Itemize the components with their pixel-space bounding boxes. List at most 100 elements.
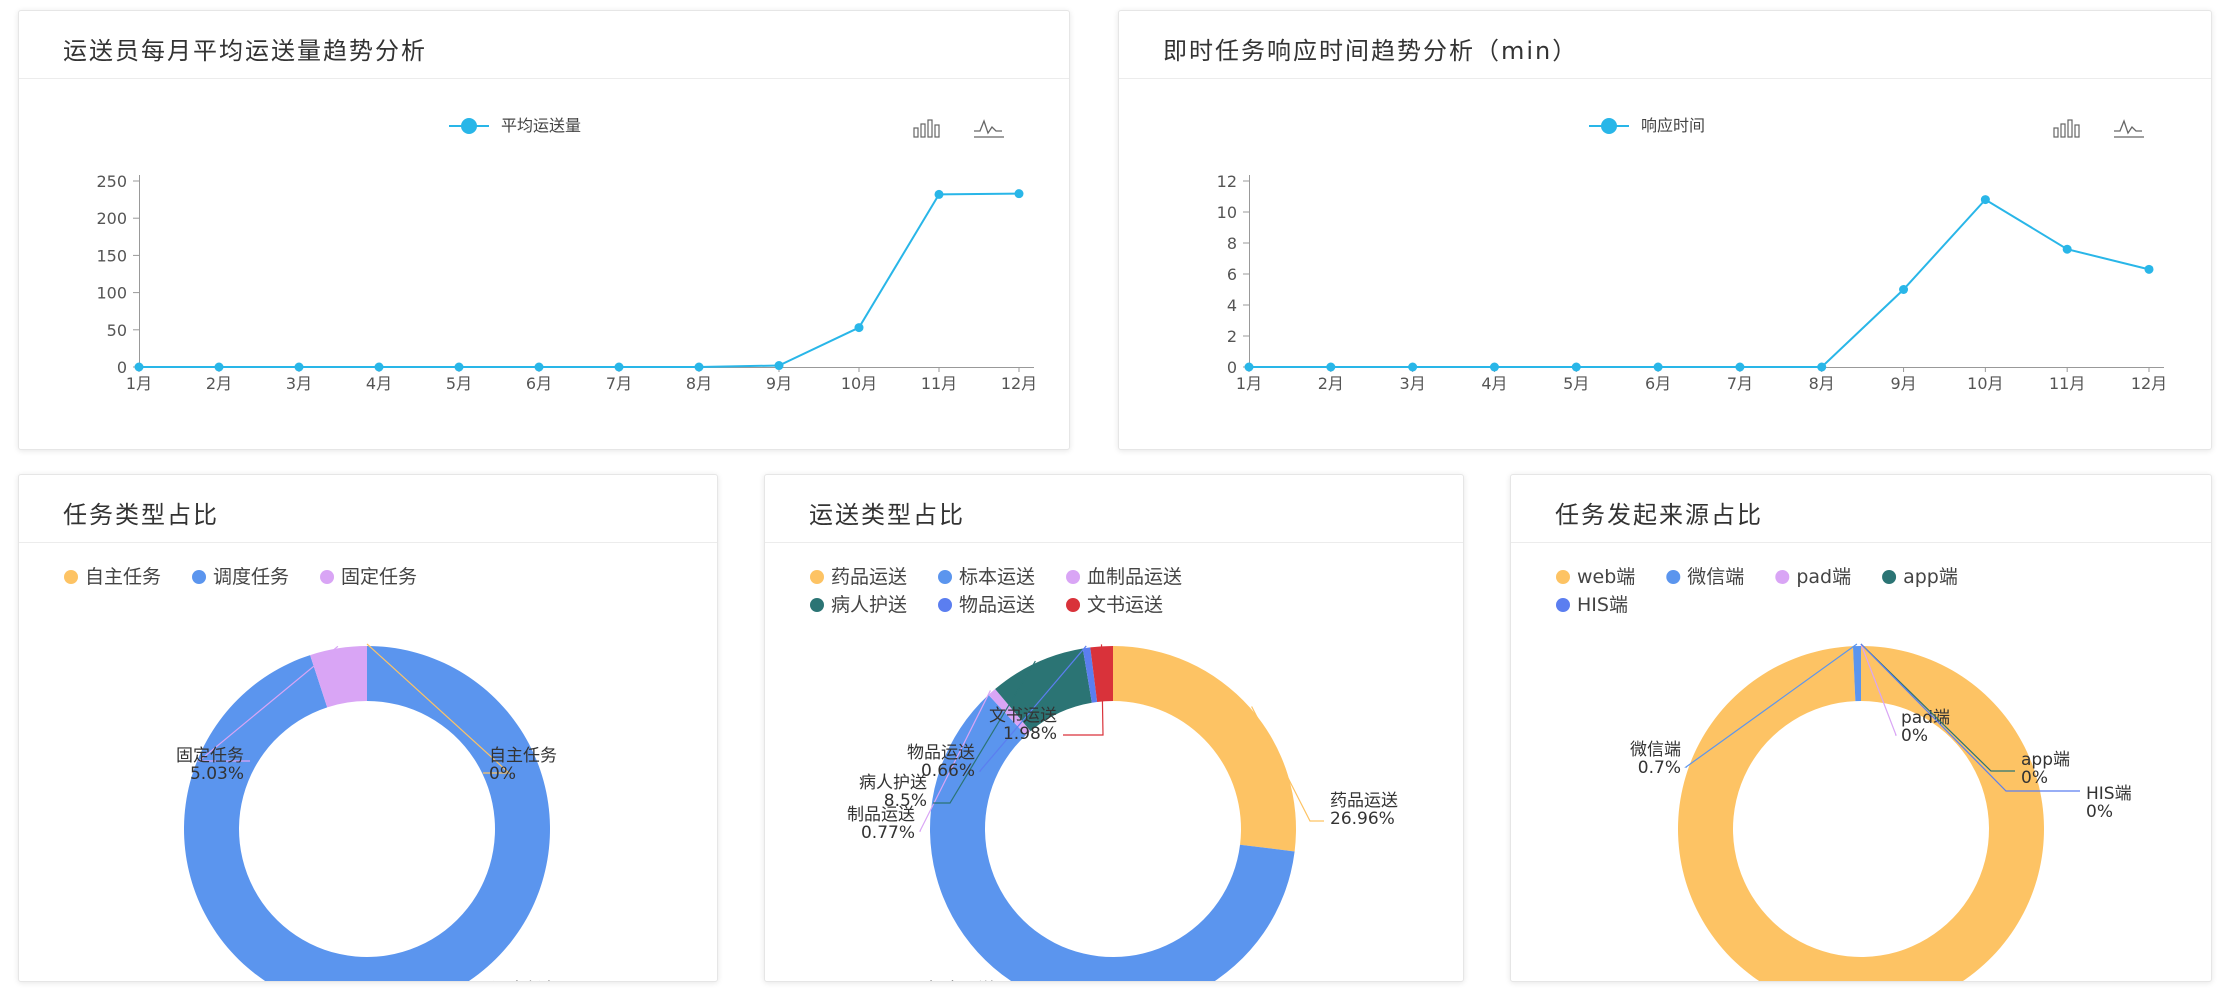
data-point[interactable]	[134, 362, 144, 372]
data-point[interactable]	[2062, 244, 2072, 254]
avg-delivery-trend-card: 运送员每月平均运送量趋势分析 平均运送量 0 50 100 150 200 250 1月 2月 3…	[18, 10, 1070, 450]
data-point[interactable]	[374, 362, 384, 372]
donut-slice[interactable]	[1852, 646, 1861, 702]
slice-percent-label: 5.03%	[190, 764, 244, 784]
data-point[interactable]	[934, 189, 944, 199]
legend-item[interactable]: 调度任务	[192, 566, 289, 588]
data-point[interactable]	[1899, 285, 1909, 294]
leader-line	[1684, 643, 1858, 768]
data-point[interactable]	[1244, 362, 1254, 372]
leader-line	[1860, 643, 2080, 792]
legend[interactable]: 响应时间	[1589, 116, 1705, 135]
slice-name-label: 制品运送	[847, 805, 915, 825]
data-point[interactable]	[1571, 362, 1581, 372]
legend-swatch	[1882, 570, 1897, 584]
legend-item[interactable]: pad端	[1775, 566, 1851, 588]
bar-chart-icon[interactable]	[913, 119, 940, 138]
legend-item[interactable]: 物品运送	[938, 594, 1035, 616]
donut-slice[interactable]	[995, 648, 1092, 732]
line-glyph	[974, 119, 1002, 135]
legend-label: app端	[1903, 566, 1958, 588]
data-point[interactable]	[1735, 362, 1745, 372]
x-tick-label: 1月	[1236, 374, 1262, 393]
data-point[interactable]	[1817, 362, 1827, 372]
data-point[interactable]	[854, 323, 864, 333]
donut-slice[interactable]	[1678, 646, 2044, 981]
x-tick-label: 4月	[366, 374, 392, 393]
legend-item[interactable]: app端	[1882, 566, 1958, 588]
slice-name-label: 物品运送	[907, 743, 975, 763]
legend-label: 物品运送	[959, 594, 1035, 616]
data-point[interactable]	[614, 362, 624, 372]
legend-item[interactable]: 标本运送	[938, 566, 1035, 588]
data-point[interactable]	[1014, 189, 1024, 199]
x-tick-label: 6月	[1645, 374, 1671, 393]
task-source-donut-chart: web端微信端pad端app端HIS端web端99.3%微信端0.7%pad端0…	[1556, 566, 2132, 981]
legend-swatch	[1066, 570, 1081, 584]
data-point[interactable]	[2144, 264, 2154, 274]
slice-percent-label: 0.7%	[1638, 758, 1681, 778]
data-point[interactable]	[1653, 362, 1663, 372]
legend-label: web端	[1577, 566, 1635, 588]
card-header: 运送类型占比	[765, 475, 1463, 543]
line-chart-icon[interactable]	[974, 119, 1004, 138]
data-point[interactable]	[1980, 195, 1990, 205]
x-tick-label: 10月	[1967, 374, 2003, 393]
legend-item[interactable]: 病人护送	[810, 594, 907, 616]
x-tick-label: 7月	[606, 374, 632, 393]
donut-slice[interactable]	[1113, 646, 1296, 852]
donut-slice[interactable]	[310, 646, 367, 708]
series-line	[139, 192, 1020, 368]
data-point[interactable]	[1408, 362, 1418, 372]
leader-line	[919, 690, 991, 832]
line-chart-icon[interactable]	[2114, 119, 2144, 138]
x-tick-label: 10月	[841, 374, 877, 393]
data-point[interactable]	[294, 362, 304, 372]
data-point[interactable]	[774, 361, 784, 371]
legend-swatch	[810, 570, 824, 584]
data-point[interactable]	[534, 362, 544, 372]
legend-label: 微信端	[1687, 566, 1744, 588]
legend-label: HIS端	[1577, 594, 1628, 616]
donut-slice[interactable]	[1082, 647, 1098, 703]
card-title: 即时任务响应时间趋势分析（min）	[1163, 37, 1579, 65]
legend-item[interactable]: HIS端	[1556, 594, 1628, 616]
data-point[interactable]	[694, 362, 704, 372]
legend-item[interactable]: 血制品运送	[1066, 566, 1182, 588]
card-header: 即时任务响应时间趋势分析（min）	[1119, 11, 2211, 79]
legend-swatch	[320, 570, 335, 584]
card-header: 任务发起来源占比	[1511, 475, 2211, 543]
bar-glyph	[2067, 119, 2073, 138]
data-point[interactable]	[1489, 362, 1499, 372]
legend-item[interactable]: web端	[1556, 566, 1635, 588]
card-header: 任务类型占比	[19, 475, 717, 543]
data-point[interactable]	[1326, 362, 1336, 372]
legend-item[interactable]: 文书运送	[1066, 594, 1163, 616]
slice-percent-label: 0%	[489, 764, 516, 784]
legend-swatch	[64, 570, 78, 584]
bar-glyph	[2074, 124, 2080, 138]
y-tick-label: 50	[107, 321, 127, 340]
x-tick-label: 5月	[1563, 374, 1589, 393]
donut-slice[interactable]	[184, 646, 550, 981]
delivery-type-ratio-card: 运送类型占比 药品运送 标本运送 血制品运送 病人护送 物品运送 文书运送 药品运送 26.9…	[764, 474, 1464, 982]
x-tick-label: 12月	[1001, 374, 1037, 393]
legend-dot-swatch	[1601, 118, 1617, 134]
data-point[interactable]	[454, 362, 464, 372]
y-tick-label: 100	[96, 284, 127, 303]
data-point[interactable]	[214, 362, 224, 372]
donut-slice[interactable]	[930, 694, 1295, 981]
legend-item[interactable]: 微信端	[1666, 566, 1744, 588]
legend-item[interactable]: 自主任务	[64, 566, 161, 588]
y-tick-label: 10	[1217, 203, 1237, 222]
x-tick-label: 9月	[1890, 374, 1916, 393]
bar-glyph	[934, 124, 940, 138]
slice-name-label: 药品运送	[1330, 791, 1398, 811]
card-title: 运送类型占比	[809, 501, 965, 529]
slice-percent-label: 1.98%	[1003, 724, 1057, 744]
legend-item[interactable]: 固定任务	[320, 566, 417, 588]
legend-item[interactable]: 药品运送	[810, 566, 907, 588]
legend[interactable]: 平均运送量	[449, 116, 581, 135]
bar-chart-icon[interactable]	[2053, 119, 2080, 138]
